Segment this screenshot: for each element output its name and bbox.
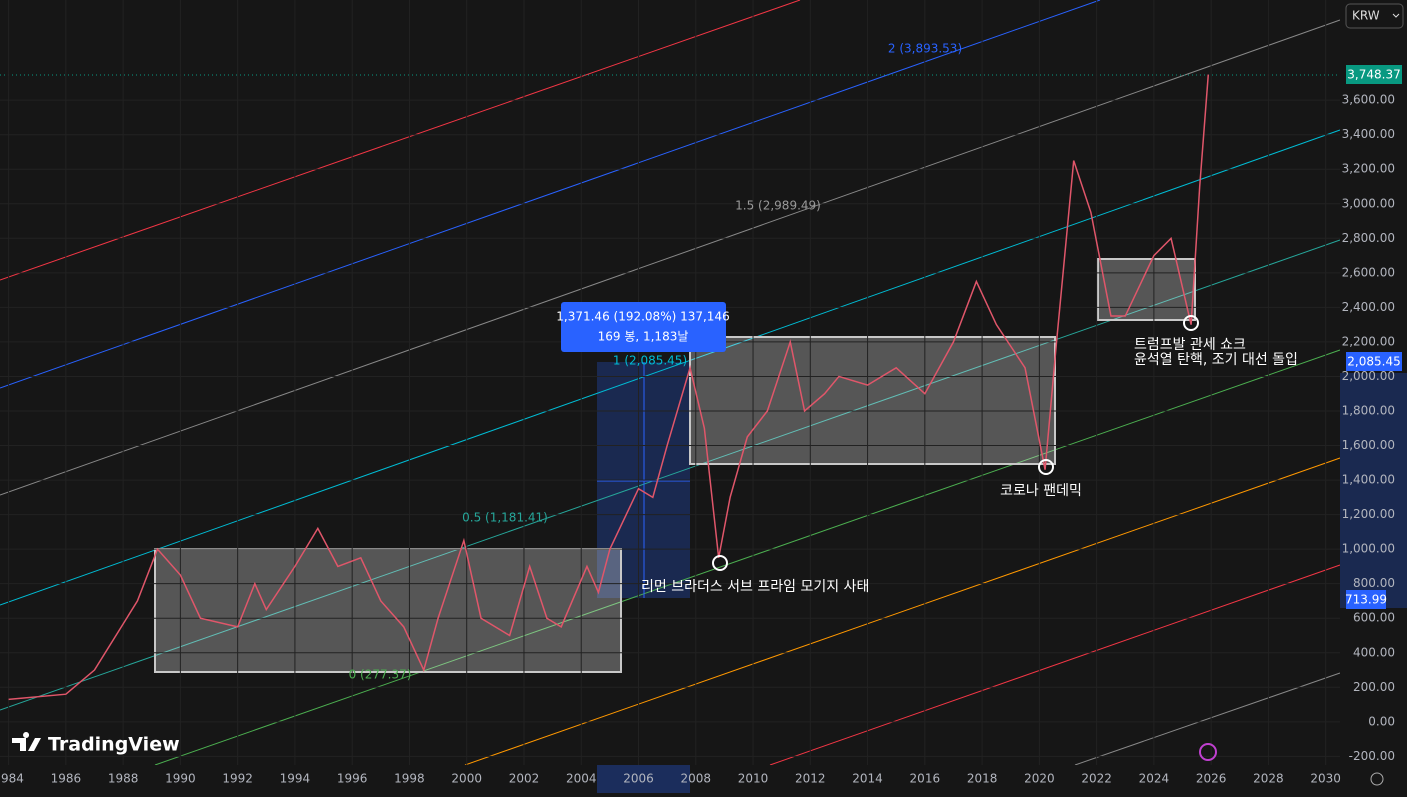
x-axis-panel (0, 765, 1340, 793)
channel-line (0, 129, 1341, 606)
annotation: 코로나 팬데믹 (1000, 483, 1082, 499)
x-range-highlight (597, 765, 690, 793)
x-tick-label: 2020 (1024, 772, 1055, 786)
y-tick-label: 2,600.00 (1342, 265, 1395, 279)
y-tick-label: 1,400.00 (1342, 473, 1395, 487)
x-tick-label: 1994 (280, 772, 311, 786)
channel-label: 1.5 (2,989.49) (735, 199, 821, 213)
price-line (8, 74, 1210, 701)
y-tick-label: 200.00 (1353, 680, 1395, 694)
x-tick-label: 2000 (451, 772, 482, 786)
measure-tooltip (561, 302, 726, 352)
x-tick-label: 2016 (910, 772, 941, 786)
dropdown-icon[interactable] (1392, 13, 1400, 18)
event-marker (1183, 315, 1199, 331)
channel-line (0, 0, 801, 281)
marks (8, 74, 1210, 701)
channel-line (464, 457, 1341, 766)
measure-text: 1,371.46 (192.08%) 137,146 (556, 310, 729, 324)
range-box (1097, 258, 1196, 321)
y-tick-label: 3,200.00 (1342, 162, 1395, 176)
x-tick-label: 2010 (738, 772, 769, 786)
channel-label: 2 (3,893.53) (888, 42, 962, 56)
channel-label: 0.5 (1,181.41) (462, 511, 548, 525)
price-badge-text: 713.99 (1345, 593, 1387, 607)
y-tick-label: 2,000.00 (1342, 369, 1395, 383)
annotation: 트럼프발 관세 쇼크 (1134, 337, 1246, 353)
x-tick-label: 2014 (852, 772, 883, 786)
y-tick-label: 0.00 (1368, 714, 1395, 728)
x-tick-label: 2012 (795, 772, 826, 786)
y-tick-label: 1,600.00 (1342, 438, 1395, 452)
y-axis-panel (1340, 0, 1407, 793)
brand: TradingView (48, 734, 180, 756)
y-tick-label: 3,600.00 (1342, 93, 1395, 107)
y-tick-label: 2,800.00 (1342, 231, 1395, 245)
currency-button[interactable] (1345, 3, 1404, 29)
y-tick-label: 400.00 (1353, 645, 1395, 659)
y-tick-label: 1,800.00 (1342, 403, 1395, 417)
x-tick-label: 1996 (337, 772, 368, 786)
event-marker (712, 555, 728, 571)
x-tick-label: 2008 (680, 772, 711, 786)
channel-label: 1 (2,085.45) (613, 354, 687, 368)
currency-label[interactable]: KRW (1352, 9, 1380, 23)
y-tick-label: -200.00 (1349, 749, 1395, 763)
x-tick-label: 1992 (222, 772, 253, 786)
channel-line (769, 564, 1341, 766)
plot-area (0, 0, 1341, 766)
channel-line (0, 0, 1101, 389)
price-badge-text: 3,748.37 (1347, 68, 1400, 82)
annotation: 윤석열 탄핵, 조기 대선 돌입 (1134, 352, 1298, 368)
event-marker (1038, 459, 1054, 475)
x-tick-label: 2018 (967, 772, 998, 786)
range-boxes (154, 258, 1196, 673)
y-tick-label: 1,000.00 (1342, 542, 1395, 556)
news-icon[interactable] (1199, 743, 1217, 761)
y-tick-label: 1,200.00 (1342, 507, 1395, 521)
y-tick-label: 2,200.00 (1342, 334, 1395, 348)
y-tick-label: 2,400.00 (1342, 300, 1395, 314)
x-tick-label: 1988 (108, 772, 139, 786)
y-tick-label: 3,000.00 (1342, 196, 1395, 210)
event-markers (712, 315, 1199, 571)
y-range-highlight (1340, 373, 1407, 608)
y-tick-label: 600.00 (1353, 611, 1395, 625)
x-tick-label: 2002 (509, 772, 540, 786)
x-tick-label: 1990 (165, 772, 196, 786)
x-tick-label: 1998 (394, 772, 425, 786)
price-badge (1346, 590, 1386, 609)
x-tick-label: 1984 (0, 772, 24, 786)
x-tick-label: 2026 (1196, 772, 1227, 786)
channel-line (1074, 672, 1341, 766)
x-tick-label: 2030 (1310, 772, 1341, 786)
x-tick-label: 2004 (566, 772, 597, 786)
logo-icon (12, 732, 41, 751)
price-badge-text: 2,085.45 (1347, 355, 1400, 369)
settings-icon[interactable] (1370, 772, 1384, 786)
x-tick-label: 2024 (1139, 772, 1170, 786)
y-tick-label: 800.00 (1353, 576, 1395, 590)
price-badge (1346, 65, 1402, 84)
y-tick-label: 3,400.00 (1342, 127, 1395, 141)
channel-line (0, 19, 1341, 496)
annotation: 리먼 브라더스 서브 프라임 모기지 사태 (641, 579, 869, 595)
x-tick-label: 2022 (1081, 772, 1112, 786)
x-tick-label: 2028 (1253, 772, 1284, 786)
range-box (689, 336, 1056, 465)
logo: TradingView (12, 732, 180, 756)
price-badge (1346, 352, 1402, 371)
range-box (154, 548, 622, 673)
x-tick-label: 2006 (623, 772, 654, 786)
x-tick-label: 1986 (51, 772, 82, 786)
channel-label: 0 (277.37) (349, 668, 412, 682)
measure-text: 169 봉, 1,183날 (598, 330, 689, 344)
channel-line (0, 239, 1341, 711)
